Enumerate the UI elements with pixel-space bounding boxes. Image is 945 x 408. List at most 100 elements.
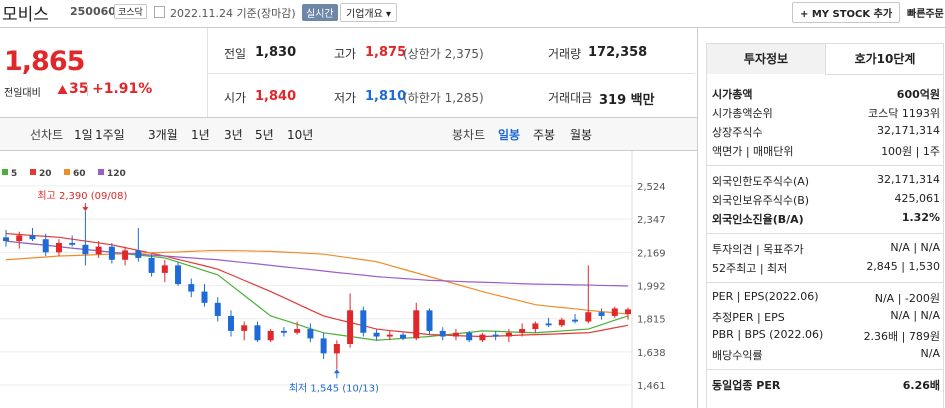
candle-body (294, 329, 301, 333)
stock-name: 모비스 (2, 5, 49, 25)
invest-label: PER | EPS(2022.06) (712, 290, 819, 303)
legend-swatch (2, 169, 8, 175)
period-tab[interactable]: 1주일 (95, 128, 125, 142)
period-tab[interactable]: 1일 (74, 128, 93, 142)
legend-swatch (64, 169, 70, 175)
candle-body (347, 310, 354, 345)
summary-value: 1,875 (365, 45, 407, 60)
arrow-head (82, 207, 89, 212)
summary-note: (하한가 1,285) (403, 91, 484, 105)
divider (697, 28, 698, 408)
candle-body (227, 315, 234, 331)
calendar-icon (154, 6, 165, 18)
moving-average-line (5, 232, 629, 338)
invest-tab[interactable]: 호가10단계 (825, 44, 944, 75)
y-tick-label: 2,169 (637, 248, 666, 259)
candle-body (426, 310, 433, 331)
legend-swatch (30, 169, 36, 175)
summary-value: 172,358 (588, 45, 648, 60)
candle-body (29, 235, 36, 240)
invest-label: 동일업종 PER (712, 379, 781, 392)
candle-body (466, 332, 473, 341)
summary-value: 1,810 (365, 89, 407, 104)
arrow-head (333, 369, 340, 374)
summary-label: 거래대금 (548, 91, 593, 105)
mystock-button[interactable]: + MY STOCK 추가 (792, 2, 901, 23)
invest-value: 32,171,314 (877, 173, 940, 186)
y-tick-label: 1,992 (637, 282, 666, 293)
summary-label: 전일 (224, 47, 247, 61)
summary-label: 저가 (334, 91, 357, 105)
period-tab[interactable]: 일봉 (498, 128, 521, 142)
period-tab[interactable]: 3년 (224, 128, 243, 142)
legend-label: 20 (39, 169, 52, 179)
invest-label: 투자의견 | 목표주가 (712, 243, 804, 256)
candle-body (214, 302, 221, 316)
change-value: 35 (69, 81, 89, 97)
invest-label: 배당수익률 (712, 349, 763, 362)
candle-body (519, 329, 526, 333)
tab-group-label: 봉차트 (452, 128, 486, 142)
invest-value: 1.32% (901, 211, 940, 224)
candle-body (122, 250, 129, 260)
candle-body (558, 319, 565, 326)
candle-body (254, 325, 261, 341)
overview-label: 기업개요 (346, 9, 383, 20)
period-tab[interactable]: 1년 (191, 128, 210, 142)
candle-body (413, 310, 420, 339)
invest-label: 52주최고 | 최저 (712, 262, 788, 275)
tab-group-label: 선차트 (30, 128, 64, 142)
invest-value: N/A | -200원 (874, 292, 940, 305)
change-rate: +1.91% (92, 81, 153, 97)
invest-label: 상장주식수 (712, 126, 763, 139)
period-tab[interactable]: 주봉 (533, 128, 556, 142)
period-tab[interactable]: 3개월 (148, 128, 178, 142)
candle-body (280, 330, 287, 333)
candle-body (267, 330, 274, 341)
candle-body (598, 312, 605, 316)
divider (208, 73, 695, 74)
candle-body (135, 250, 142, 258)
period-tab[interactable]: 월봉 (570, 128, 593, 142)
invest-value: 6.26배 (902, 379, 940, 392)
summary-value: 1,830 (255, 45, 297, 60)
invest-value: N/A (920, 347, 940, 360)
invest-value: 2.36배 | 789원 (863, 330, 940, 343)
candle-body (625, 309, 631, 315)
invest-label: PBR | BPS (2022.06) (712, 328, 824, 341)
candle-body (307, 329, 314, 339)
period-tab[interactable]: 5년 (255, 128, 274, 142)
y-tick-label: 1,638 (637, 348, 666, 359)
realtime-badge[interactable]: 실시간 (302, 4, 338, 21)
summary-value: 319 백만 (599, 93, 655, 108)
legend-swatch (98, 169, 104, 175)
group-divider (707, 233, 943, 234)
candle-body (3, 237, 9, 242)
overview-button[interactable]: 기업개요 ▾ (340, 3, 398, 22)
tab-bar (0, 118, 697, 150)
summary-label: 거래량 (548, 47, 582, 61)
invest-label: 외국인한도주식수(A) (712, 175, 810, 188)
period-tab[interactable]: 10년 (287, 128, 314, 142)
market-badge: 코스닥 (114, 4, 147, 19)
candle-body (201, 291, 208, 303)
candle-body (108, 246, 115, 260)
invest-value: 2,845 | 1,530 (866, 260, 940, 273)
candle-body (82, 244, 89, 255)
candle-body (320, 338, 327, 354)
invest-tab[interactable]: 투자정보 (707, 44, 825, 74)
summary-label: 시가 (224, 91, 247, 105)
candle-body (148, 257, 155, 273)
invest-label: 외국인소진율(B/A) (712, 213, 804, 226)
y-tick-label: 1,461 (637, 381, 666, 392)
panel-box (706, 43, 944, 408)
invest-value: 425,061 (894, 192, 941, 205)
quick-order[interactable]: 빠른주문 (907, 9, 944, 20)
invest-label: 액면가 | 매매단위 (712, 145, 794, 158)
current-price: 1,865 (4, 46, 85, 77)
candle-body (479, 334, 486, 341)
candle-body (360, 310, 367, 333)
divider (0, 150, 697, 151)
